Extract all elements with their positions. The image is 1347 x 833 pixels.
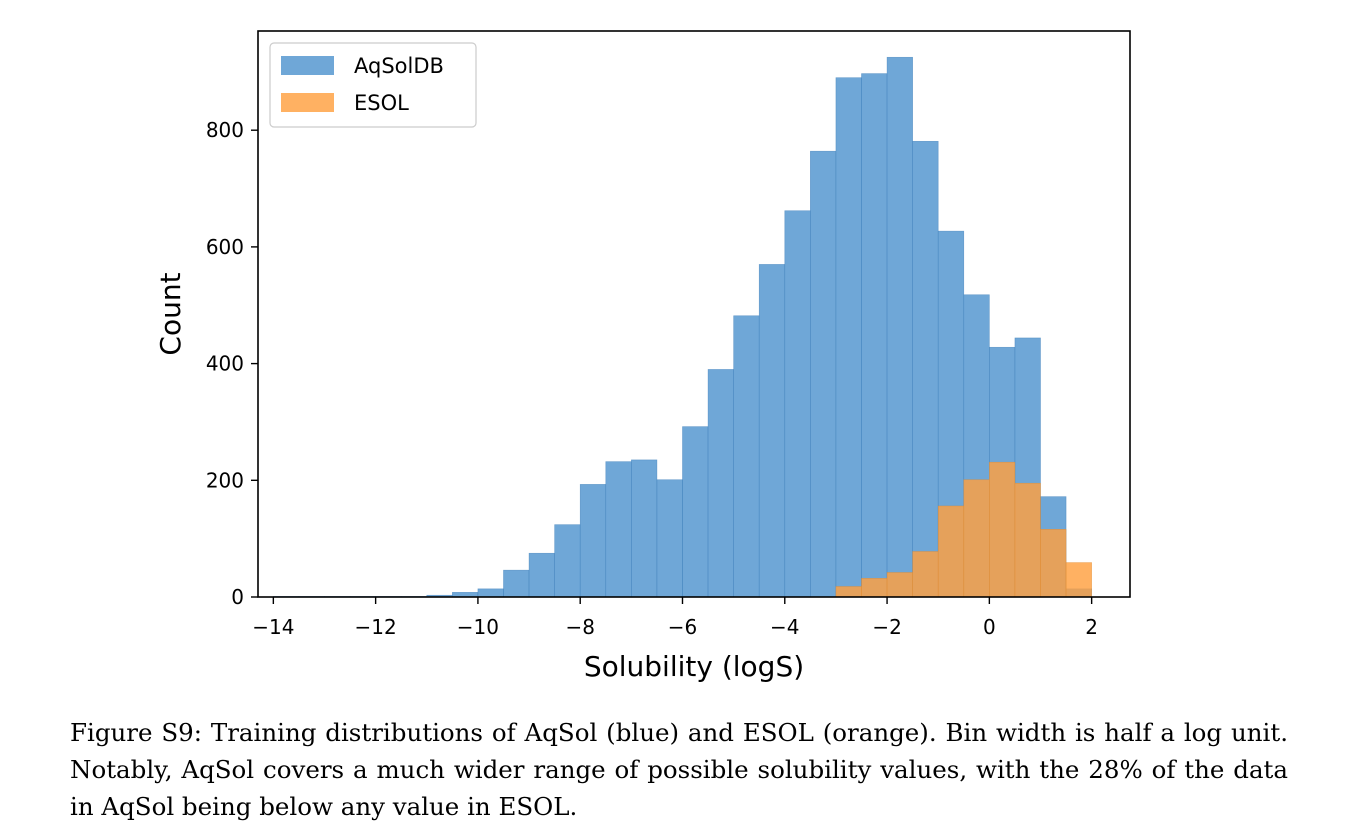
y-tick-label: 400 (206, 352, 244, 376)
aqsoldb-bar-11 (554, 524, 581, 598)
legend-label-aqsoldb: AqSolDB (354, 54, 444, 78)
esol-bar-5 (963, 479, 990, 598)
esol-bar-4 (937, 505, 965, 598)
x-tick-label: −14 (252, 615, 294, 639)
legend: AqSolDB ESOL (269, 42, 477, 128)
aqsoldb-bar-13 (605, 461, 632, 598)
x-tick-label: −2 (872, 615, 901, 639)
aqsoldb-bar-9 (503, 569, 530, 598)
aqsoldb-bar-16 (682, 426, 709, 598)
aqsoldb-bar-14 (631, 459, 658, 598)
aqsoldb-bar-10 (528, 552, 555, 598)
esol-bar-7 (1014, 482, 1041, 598)
aqsoldb-bar-24 (886, 56, 913, 598)
esol-bar-8 (1040, 529, 1067, 598)
legend-swatch-esol (281, 93, 334, 112)
legend-swatch-aqsoldb (281, 56, 334, 75)
esol-bar-0 (835, 586, 862, 598)
y-tick-label: 200 (206, 468, 244, 492)
aqsoldb-bar-8 (477, 588, 504, 598)
esol-bar-3 (912, 551, 939, 598)
x-tick-label: −8 (565, 615, 594, 639)
aqsoldb-bar-23 (861, 73, 888, 598)
y-axis-label: Count (154, 272, 187, 355)
esol-bars (835, 461, 1092, 598)
x-tick-label: −4 (770, 615, 799, 639)
aqsoldb-bar-22 (835, 77, 862, 598)
aqsoldb-bar-18 (733, 315, 760, 598)
x-tick-label: 2 (1085, 615, 1098, 639)
esol-bar-9 (1065, 562, 1092, 598)
esol-bar-2 (886, 572, 913, 598)
y-axis: 0 200 400 600 800 (206, 118, 258, 609)
aqsoldb-bar-21 (810, 150, 837, 598)
y-tick-label: 0 (231, 585, 244, 609)
plot-frame (257, 30, 1131, 598)
esol-bar-1 (861, 578, 888, 598)
aqsoldb-bar-17 (707, 369, 734, 598)
x-tick-label: −10 (457, 615, 499, 639)
aqsoldb-bar-15 (656, 479, 683, 598)
x-tick-label: −6 (668, 615, 697, 639)
aqsoldb-bar-12 (579, 484, 607, 598)
y-tick-label: 800 (206, 118, 244, 142)
y-tick-label: 600 (206, 235, 244, 259)
legend-label-esol: ESOL (354, 91, 409, 115)
esol-bar-6 (989, 461, 1016, 598)
x-axis: −14 −12 −10 −8 −6 −4 −2 0 2 (252, 597, 1098, 639)
x-axis-label: Solubility (logS) (584, 650, 804, 683)
aqsoldb-bar-25 (912, 140, 939, 598)
figure-caption: Figure S9: Training distributions of AqS… (70, 718, 1288, 821)
x-tick-label: 0 (983, 615, 996, 639)
aqsoldb-bar-20 (784, 210, 811, 598)
histogram-chart: −14 −12 −10 −8 −6 −4 −2 0 2 0 200 400 600 800 Solubi… (154, 30, 1131, 683)
x-tick-label: −12 (355, 615, 397, 639)
aqsoldb-bar-19 (758, 264, 786, 598)
